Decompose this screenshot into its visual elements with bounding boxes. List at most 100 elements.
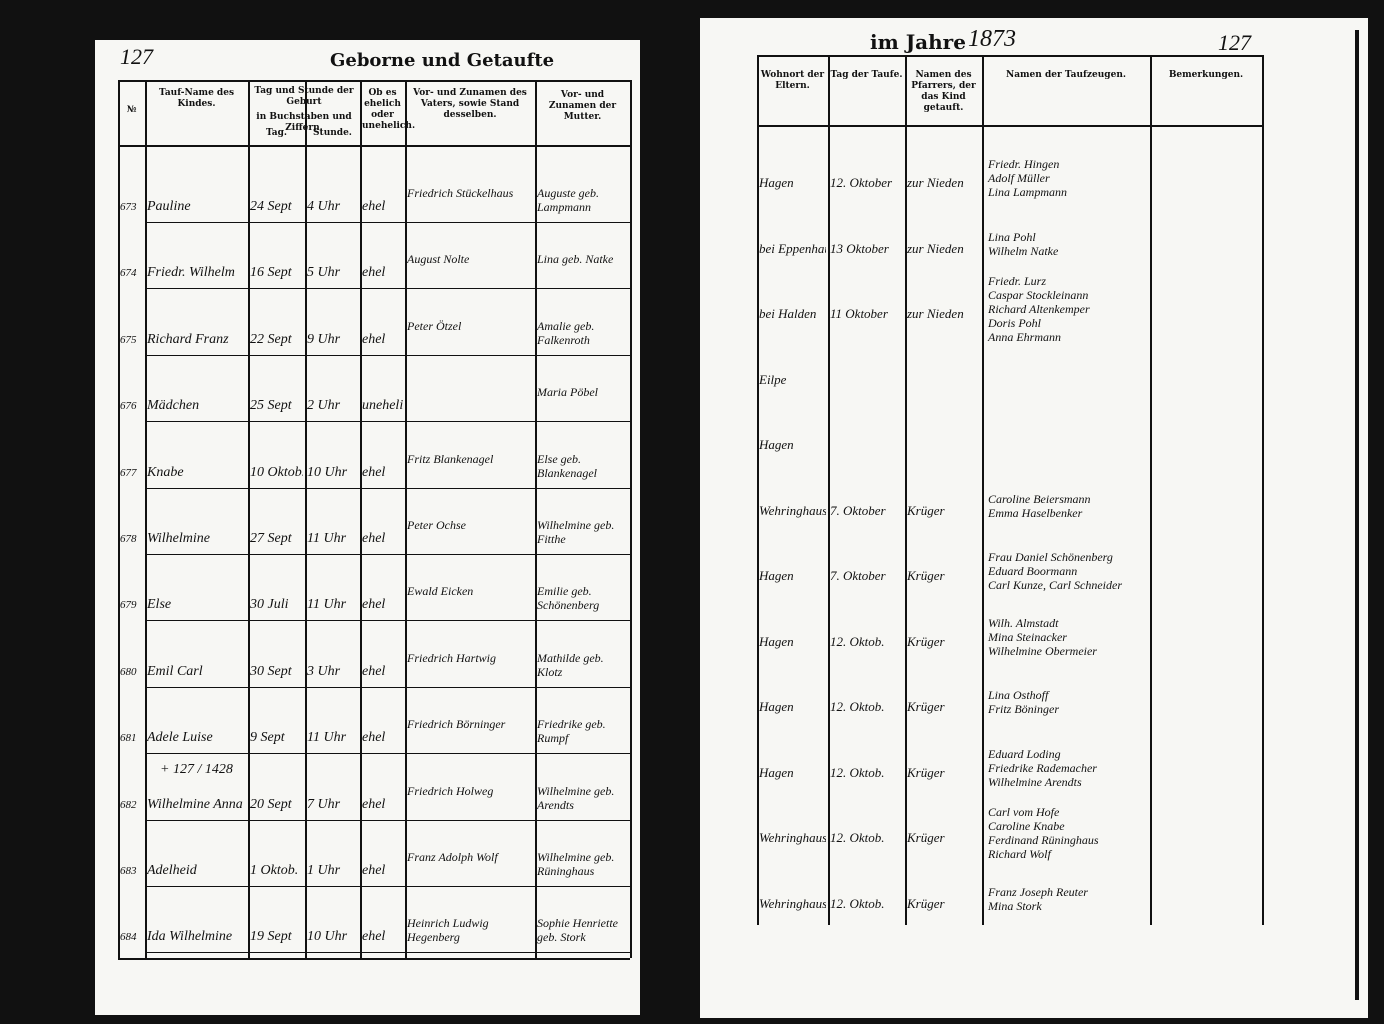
godparent: Lina Lampmann	[988, 185, 1068, 199]
cell-date: 12. Oktober	[830, 175, 893, 190]
cell-date: 12. Oktob.	[830, 633, 885, 649]
cell-day: 9 Sept	[250, 731, 285, 746]
cell-hour: 7 Uhr	[307, 797, 341, 812]
cell-residence: Hagen	[759, 175, 794, 190]
cell-day: 16 Sept	[250, 266, 292, 281]
column-header: Tauf-Name des Kindes.	[158, 88, 235, 109]
cell-name: Knabe	[147, 465, 184, 480]
rule	[145, 886, 630, 887]
column-header: Tag der Taufe.	[830, 70, 903, 80]
cell-legit: ehel	[362, 731, 386, 746]
cell-name: Wilhelmine	[147, 532, 210, 546]
column-header: Ob es ehelich oder unehelich.	[362, 88, 416, 131]
rule	[360, 80, 362, 958]
cell-residence: bei Eppenhausen	[759, 240, 826, 256]
cell-legit: ehel	[362, 532, 386, 546]
cell-day: 30 Juli	[250, 598, 289, 613]
cell-num: 677	[120, 466, 137, 479]
cell-legit: ehel	[362, 930, 386, 945]
cell-legit: ehel	[362, 864, 386, 878]
rule	[145, 620, 630, 622]
godparent: Eduard Boormann	[988, 564, 1078, 578]
cell-residence: Wehringhausen	[759, 830, 826, 845]
rule	[757, 55, 759, 925]
rule	[828, 55, 830, 925]
rule	[145, 952, 630, 954]
godparent: Richard Wolf	[988, 847, 1051, 861]
cell-mother: Maria Pöbel	[537, 385, 598, 400]
cell-num: 675	[120, 333, 137, 346]
cell-residence: Wehringhausen	[759, 502, 826, 518]
cell-name: Pauline	[147, 200, 191, 214]
cell-pastor: zur Nieden	[907, 240, 964, 256]
annotation: + 127 / 1428	[160, 762, 233, 777]
godparent: Lina Pohl	[988, 229, 1036, 244]
left-page	[95, 40, 640, 1015]
right-page	[700, 18, 1368, 1018]
cell-num: 678	[120, 533, 137, 545]
godparent: Carl vom Hofe	[988, 805, 1060, 819]
cell-father: Fritz Blankenagel	[407, 451, 494, 466]
rule	[145, 421, 630, 423]
cell-residence: bei Halden	[759, 306, 817, 321]
cell-hour: 5 Uhr	[307, 266, 341, 281]
cell-father: Friedrich Holweg	[407, 783, 494, 798]
cell-mother: Friedrike geb. Rumpf	[537, 717, 606, 746]
godparent: Wilhelmine Obermeier	[988, 643, 1097, 658]
rule	[1150, 55, 1152, 925]
godparent: Mina Stork	[988, 898, 1042, 913]
cell-residence: Hagen	[759, 633, 794, 649]
rule	[757, 55, 1262, 57]
column-header: Wohnort der Eltern.	[760, 70, 825, 91]
godparent: Caroline Knabe	[988, 819, 1065, 833]
cell-date: 7. Oktober	[830, 568, 886, 583]
rule	[1262, 55, 1264, 925]
rule	[145, 487, 630, 489]
rule	[905, 55, 907, 925]
cell-legit: ehel	[362, 266, 386, 281]
cell-mother: Else geb. Blankenagel	[537, 451, 597, 480]
godparent: Wilhelm Natke	[988, 243, 1059, 258]
page-title: Geborne und Getaufte	[330, 50, 555, 71]
cell-legit: ehel	[362, 200, 386, 214]
cell-mother: Wilhelmine geb. Fitthe	[537, 518, 615, 546]
cell-num: 682	[120, 798, 137, 811]
rule	[145, 222, 630, 223]
rule	[305, 80, 307, 958]
cell-pastor: Krüger	[907, 633, 945, 649]
cell-pastor: Krüger	[907, 764, 945, 780]
column-header: Stunde.	[313, 128, 352, 138]
cell-hour: 1 Uhr	[307, 864, 341, 878]
cell-day: 20 Sept	[250, 797, 292, 812]
cell-mother: Lina geb. Natke	[537, 252, 614, 267]
cell-mother: Mathilde geb. Klotz	[537, 650, 604, 679]
godparent: Lina Osthoff	[988, 688, 1049, 702]
godparent: Franz Joseph Reuter	[988, 884, 1088, 899]
godparent: Carl Kunze, Carl Schneider	[988, 578, 1122, 592]
column-header: Namen der Taufzeugen.	[1005, 70, 1127, 80]
cell-residence: Hagen	[759, 568, 794, 583]
cell-hour: 9 Uhr	[307, 332, 341, 347]
cell-date: 12. Oktob.	[830, 895, 885, 911]
cell-legit: ehel	[362, 465, 386, 480]
cell-mother: Wilhelmine geb. Rüninghaus	[537, 850, 615, 878]
cell-date: 12. Oktob.	[830, 764, 885, 780]
cell-pastor: Krüger	[907, 568, 945, 583]
rule	[118, 958, 630, 960]
rule	[145, 80, 147, 958]
cell-hour: 2 Uhr	[307, 399, 341, 414]
cell-name: Else	[147, 598, 172, 613]
godparent: Anna Ehrmann	[988, 330, 1061, 344]
page-number: 127	[1218, 30, 1251, 55]
column-header: Tag.	[265, 128, 288, 138]
cell-pastor: zur Nieden	[907, 175, 964, 190]
cell-legit: ehel	[362, 797, 386, 812]
cell-hour: 11 Uhr	[307, 598, 347, 613]
cell-hour: 11 Uhr	[307, 532, 347, 546]
godparent: Wilh. Almstadt	[988, 615, 1059, 630]
rule	[535, 80, 537, 958]
cell-num: 681	[120, 732, 137, 745]
column-header: Vor- und Zunamen der Mutter.	[548, 90, 617, 122]
godparent: Richard Altenkemper	[988, 302, 1090, 316]
